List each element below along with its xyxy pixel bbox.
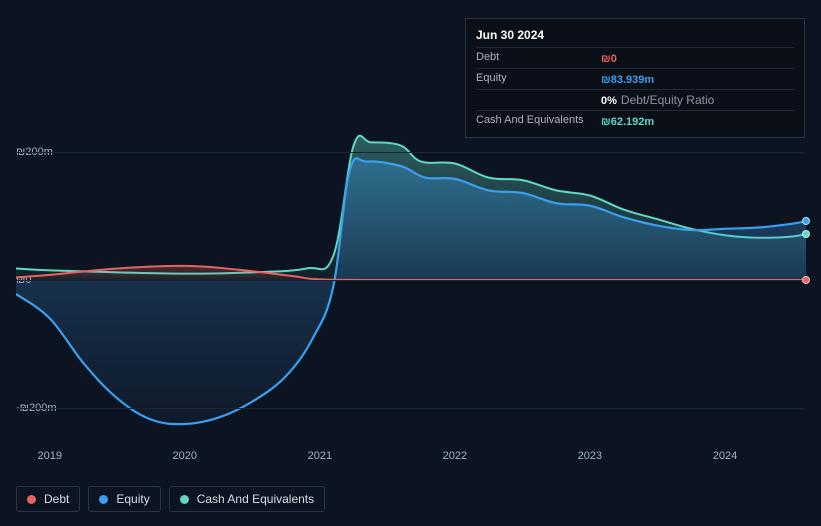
x-tick-label: 2021 bbox=[308, 450, 332, 462]
legend-swatch-icon bbox=[27, 495, 36, 504]
tooltip-row: Debt₪0 bbox=[476, 47, 794, 68]
legend-swatch-icon bbox=[99, 495, 108, 504]
tooltip-subvalue: 0% bbox=[601, 95, 617, 107]
x-tick-label: 2022 bbox=[443, 450, 467, 462]
tooltip-row: Cash And Equivalents₪62.192m bbox=[476, 110, 794, 131]
plot-area bbox=[16, 120, 806, 440]
grid-line bbox=[16, 152, 806, 153]
grid-line bbox=[16, 408, 806, 409]
legend-label: Debt bbox=[44, 492, 69, 506]
chart-tooltip: Jun 30 2024 Debt₪0Equity₪83.939m0%Debt/E… bbox=[465, 18, 805, 138]
legend: Debt Equity Cash And Equivalents bbox=[16, 486, 325, 512]
x-tick-label: 2023 bbox=[578, 450, 602, 462]
tooltip-label: Cash And Equivalents bbox=[476, 114, 601, 128]
tooltip-label: Debt bbox=[476, 51, 601, 65]
x-axis: 2019 2020 2021 2022 2023 2024 bbox=[16, 450, 806, 470]
series-area-equity bbox=[16, 158, 806, 424]
tooltip-label: Equity bbox=[476, 72, 601, 86]
x-tick-label: 2019 bbox=[38, 450, 62, 462]
grid-line bbox=[16, 280, 806, 281]
legend-item-cash[interactable]: Cash And Equivalents bbox=[169, 486, 325, 512]
legend-item-debt[interactable]: Debt bbox=[16, 486, 80, 512]
legend-label: Equity bbox=[116, 492, 149, 506]
legend-item-equity[interactable]: Equity bbox=[88, 486, 160, 512]
tooltip-sublabel: Debt/Equity Ratio bbox=[621, 93, 714, 107]
end-marker-equity bbox=[802, 217, 810, 225]
tooltip-value: ₪83.939m bbox=[601, 74, 654, 86]
end-marker-debt bbox=[802, 276, 810, 284]
x-tick-label: 2024 bbox=[713, 450, 737, 462]
tooltip-subrow: 0% Debt/Equity Ratio bbox=[476, 89, 794, 110]
legend-swatch-icon bbox=[180, 495, 189, 504]
tooltip-value: ₪0 bbox=[601, 53, 617, 65]
tooltip-value: ₪62.192m bbox=[601, 116, 654, 128]
x-tick-label: 2020 bbox=[173, 450, 197, 462]
tooltip-rows: Debt₪0Equity₪83.939m0%Debt/Equity RatioC… bbox=[476, 47, 794, 131]
debt-equity-chart[interactable]: ₪200m₪0-₪200m 201920202021202220232024 bbox=[16, 120, 806, 450]
end-marker-cash bbox=[802, 230, 810, 238]
tooltip-date: Jun 30 2024 bbox=[476, 25, 794, 47]
tooltip-row: Equity₪83.939m bbox=[476, 68, 794, 89]
legend-label: Cash And Equivalents bbox=[197, 492, 314, 506]
